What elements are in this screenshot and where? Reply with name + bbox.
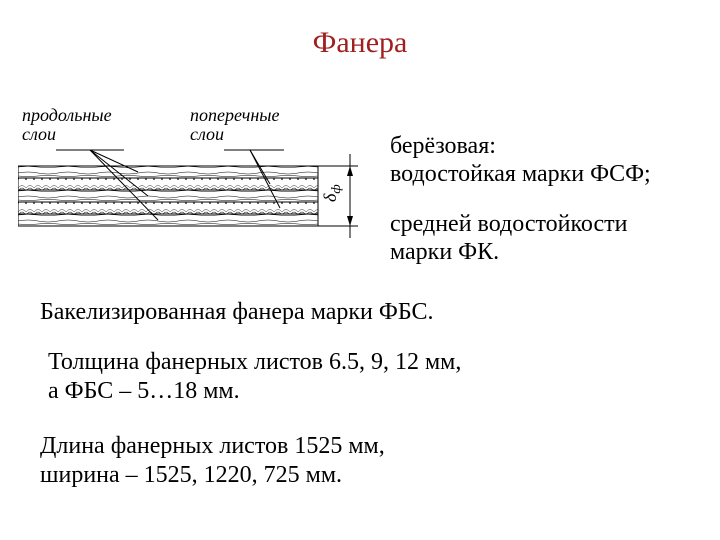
label-longitudinal-l2: слои (22, 124, 56, 144)
text-dimensions: Длина фанерных листов 1525 мм, ширина – … (40, 432, 385, 490)
plywood-layers (18, 166, 318, 226)
plywood-diagram: δф продольные слои поперечные слои (18, 110, 368, 260)
page: Фанера (0, 0, 720, 540)
text-birch: берёзовая: водостойкая марки ФСФ; (390, 132, 651, 189)
delta-sub: ф (328, 184, 343, 193)
page-title: Фанера (0, 26, 720, 60)
thickness-symbol: δф (320, 184, 343, 202)
text-thickness: Толщина фанерных листов 6.5, 9, 12 мм, а… (48, 348, 461, 406)
text-dimensions-l1: Длина фанерных листов 1525 мм, (40, 433, 385, 459)
text-birch-l2: водостойкая марки ФСФ; (390, 161, 651, 187)
label-longitudinal: продольные слои (22, 106, 112, 144)
text-thickness-l1: Толщина фанерных листов 6.5, 9, 12 мм, (48, 349, 461, 375)
label-transverse-l2: слои (190, 124, 224, 144)
label-transverse: поперечные слои (190, 106, 279, 144)
text-fk-l2: марки ФК. (390, 239, 499, 265)
text-fk-l1: средней водостойкости (390, 211, 628, 237)
text-fk: средней водостойкости марки ФК. (390, 210, 628, 267)
text-dimensions-l2: ширина – 1525, 1220, 725 мм. (40, 462, 342, 488)
text-thickness-l2: а ФБС – 5…18 мм. (48, 378, 240, 404)
label-transverse-l1: поперечные (190, 105, 279, 125)
text-birch-l1: берёзовая: (390, 133, 496, 159)
text-fbs: Бакелизированная фанера марки ФБС. (40, 298, 433, 327)
label-longitudinal-l1: продольные (22, 105, 112, 125)
